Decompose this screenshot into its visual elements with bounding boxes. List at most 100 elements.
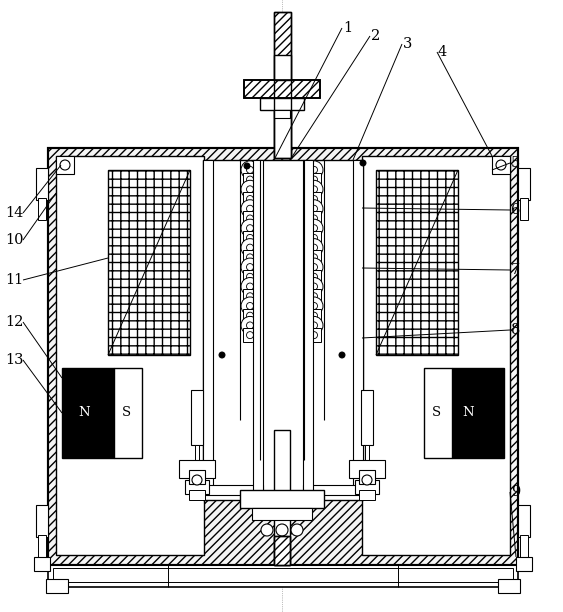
Circle shape bbox=[311, 234, 318, 241]
Bar bbox=[48, 148, 518, 565]
Circle shape bbox=[311, 215, 318, 222]
Circle shape bbox=[247, 274, 253, 280]
Circle shape bbox=[496, 160, 506, 170]
Circle shape bbox=[311, 264, 318, 271]
Circle shape bbox=[276, 524, 288, 536]
Circle shape bbox=[247, 332, 253, 338]
Circle shape bbox=[305, 181, 323, 198]
Bar bbox=[274, 430, 290, 565]
Circle shape bbox=[247, 254, 253, 261]
Circle shape bbox=[311, 312, 318, 319]
Bar bbox=[355, 480, 379, 494]
Circle shape bbox=[247, 215, 253, 222]
Bar bbox=[274, 110, 290, 118]
Text: N: N bbox=[462, 406, 473, 419]
Bar bbox=[195, 445, 199, 485]
Text: 3: 3 bbox=[403, 37, 412, 51]
Circle shape bbox=[192, 475, 202, 485]
Circle shape bbox=[311, 205, 318, 212]
Bar bbox=[108, 170, 190, 355]
Text: 12: 12 bbox=[5, 315, 24, 329]
Circle shape bbox=[311, 322, 318, 329]
Circle shape bbox=[360, 160, 366, 166]
Circle shape bbox=[247, 302, 253, 310]
Bar bbox=[189, 470, 205, 484]
Bar bbox=[307, 173, 321, 187]
Text: S: S bbox=[432, 406, 441, 419]
Bar bbox=[518, 505, 530, 537]
Circle shape bbox=[247, 176, 253, 183]
Bar bbox=[114, 368, 142, 458]
Circle shape bbox=[241, 200, 259, 218]
Bar bbox=[53, 568, 513, 582]
Bar bbox=[274, 12, 291, 158]
Bar bbox=[307, 212, 321, 225]
Bar bbox=[203, 160, 363, 500]
Bar bbox=[191, 390, 203, 445]
Text: S: S bbox=[122, 406, 131, 419]
Bar bbox=[303, 160, 313, 492]
Bar bbox=[520, 535, 528, 557]
Circle shape bbox=[311, 225, 318, 232]
Circle shape bbox=[311, 254, 318, 261]
Text: 9: 9 bbox=[511, 485, 520, 499]
Bar bbox=[274, 55, 291, 80]
Circle shape bbox=[305, 258, 323, 276]
Circle shape bbox=[362, 475, 372, 485]
Text: 2: 2 bbox=[371, 29, 380, 43]
Bar bbox=[362, 156, 510, 555]
Circle shape bbox=[291, 524, 303, 536]
Bar bbox=[307, 250, 321, 264]
Text: 7: 7 bbox=[511, 263, 520, 277]
Bar bbox=[243, 212, 257, 225]
Circle shape bbox=[60, 160, 70, 170]
Bar bbox=[492, 156, 510, 174]
Text: 1: 1 bbox=[343, 21, 352, 35]
Bar bbox=[243, 173, 257, 187]
Circle shape bbox=[247, 225, 253, 232]
Circle shape bbox=[241, 239, 259, 256]
Circle shape bbox=[339, 352, 345, 358]
Bar bbox=[56, 156, 204, 555]
Circle shape bbox=[247, 293, 253, 300]
Bar bbox=[203, 160, 213, 492]
Bar bbox=[34, 557, 50, 571]
Circle shape bbox=[311, 176, 318, 183]
Bar bbox=[518, 168, 530, 200]
Bar bbox=[307, 192, 321, 206]
Bar bbox=[376, 170, 458, 355]
Circle shape bbox=[241, 297, 259, 315]
Bar bbox=[252, 508, 312, 520]
Circle shape bbox=[247, 322, 253, 329]
Circle shape bbox=[305, 277, 323, 296]
Circle shape bbox=[241, 161, 259, 179]
Text: 8: 8 bbox=[511, 323, 520, 337]
Bar bbox=[260, 98, 304, 110]
Bar bbox=[365, 445, 369, 485]
Circle shape bbox=[241, 277, 259, 296]
Bar bbox=[48, 148, 518, 565]
Bar bbox=[62, 368, 114, 458]
Bar bbox=[244, 80, 320, 98]
Bar bbox=[56, 156, 74, 174]
Circle shape bbox=[247, 244, 253, 251]
Circle shape bbox=[311, 274, 318, 280]
Circle shape bbox=[247, 195, 253, 203]
Bar bbox=[253, 160, 263, 492]
Circle shape bbox=[305, 297, 323, 315]
Circle shape bbox=[241, 181, 259, 198]
Bar bbox=[498, 579, 520, 593]
Bar bbox=[243, 289, 257, 304]
Bar bbox=[38, 535, 46, 557]
Circle shape bbox=[247, 186, 253, 193]
Circle shape bbox=[305, 316, 323, 334]
Bar bbox=[243, 328, 257, 342]
Circle shape bbox=[247, 205, 253, 212]
Bar bbox=[424, 368, 452, 458]
Bar bbox=[243, 231, 257, 245]
Bar bbox=[48, 565, 518, 587]
Circle shape bbox=[311, 166, 318, 173]
Bar bbox=[243, 192, 257, 206]
Bar bbox=[349, 460, 385, 478]
Bar bbox=[179, 460, 215, 478]
